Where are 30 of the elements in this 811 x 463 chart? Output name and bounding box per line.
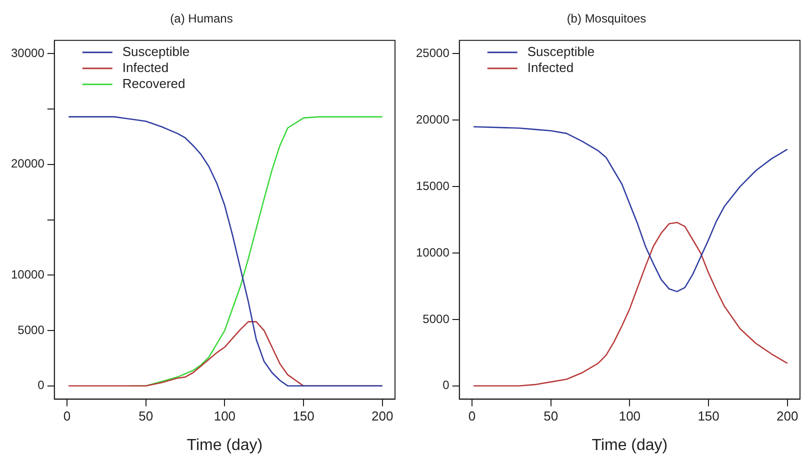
x-tick-label: 200 (776, 408, 798, 424)
x-tick-label: 150 (698, 408, 720, 424)
x-tick-label: 0 (63, 408, 71, 424)
x-tick-label: 100 (618, 408, 641, 424)
chart-title: (b) Mosquitoes (566, 12, 646, 26)
y-tick-label: 0 (442, 378, 450, 392)
legend-label: Susceptible (122, 44, 190, 59)
y-tick-label: 20000 (10, 156, 45, 171)
legend-label: Infected (122, 60, 169, 75)
y-tick-label: 5000 (18, 322, 45, 337)
legend-label: Infected (527, 60, 574, 75)
x-axis-title: Time (day) (592, 436, 668, 454)
x-tick-label: 50 (138, 408, 154, 424)
y-tick-label: 30000 (10, 46, 45, 60)
y-tick-label: 25000 (416, 46, 450, 60)
x-tick-label: 200 (372, 408, 394, 424)
y-tick-label: 0 (38, 378, 45, 392)
y-tick-label: 20000 (416, 112, 450, 126)
y-tick-label: 5000 (422, 312, 450, 326)
x-tick-label: 100 (214, 408, 236, 424)
x-axis-title: Time (day) (186, 436, 263, 454)
x-tick-label: 0 (468, 408, 476, 424)
legend-label: Recovered (122, 76, 186, 91)
chart-title: (a) Humans (170, 12, 233, 26)
x-tick-label: 50 (544, 408, 558, 424)
legend-label: Susceptible (527, 44, 595, 59)
y-tick-label: 10000 (416, 245, 450, 260)
y-tick-label: 10000 (10, 267, 45, 282)
y-tick-label: 15000 (416, 178, 450, 193)
x-tick-label: 150 (292, 408, 314, 424)
